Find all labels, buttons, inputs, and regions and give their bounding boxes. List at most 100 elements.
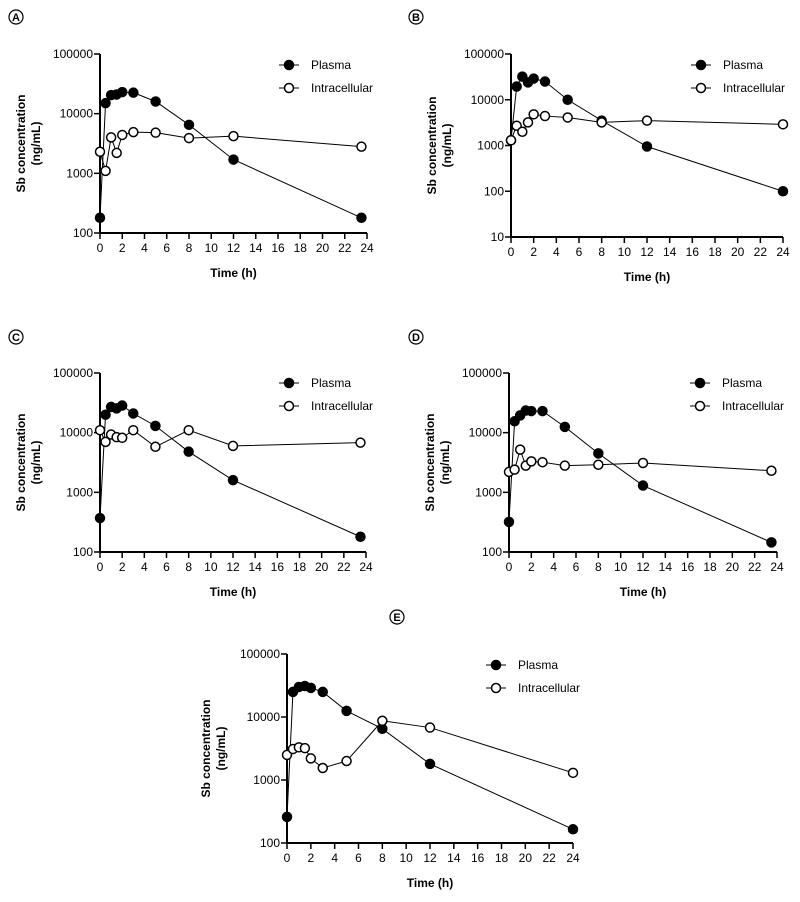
data-point-intracellular — [227, 440, 239, 452]
data-point-intracellular — [100, 436, 111, 448]
data-point-plasma — [100, 409, 111, 420]
data-point-intracellular — [562, 112, 573, 123]
data-point-plasma — [356, 212, 367, 224]
y-axis-title-unit: (ng/mL) — [438, 441, 452, 485]
x-tick-label: 18 — [495, 851, 509, 865]
y-tick-label: 10 — [491, 230, 505, 244]
x-tick-label: 16 — [271, 560, 285, 574]
data-point-intracellular — [522, 117, 534, 128]
y-axis-title: Sb concentration — [14, 413, 28, 511]
data-point-intracellular — [341, 755, 352, 767]
data-point-intracellular — [317, 762, 328, 774]
y-tick-label: 10000 — [469, 426, 503, 440]
data-point-plasma — [227, 474, 239, 486]
y-axis-title-unit: (ng/mL) — [29, 441, 43, 485]
data-point-intracellular — [94, 424, 106, 436]
data-point-plasma — [228, 154, 239, 165]
data-point-intracellular — [766, 465, 777, 477]
legend-label-plasma: Plasma — [311, 376, 351, 390]
x-tick-label: 24 — [776, 245, 790, 259]
x-tick-label: 18 — [708, 245, 722, 259]
x-tick-label: 20 — [519, 851, 533, 865]
data-point-intracellular — [305, 753, 317, 764]
data-point-plasma — [355, 531, 366, 543]
x-tick-label: 6 — [576, 245, 583, 259]
data-point-plasma — [511, 81, 522, 92]
x-tick-label: 20 — [316, 241, 330, 255]
x-axis-title: Time (h) — [624, 270, 670, 284]
data-point-intracellular — [356, 141, 367, 152]
data-point-intracellular — [514, 444, 526, 455]
x-axis-title: Time (h) — [210, 266, 256, 280]
y-tick-label: 100 — [260, 836, 280, 850]
data-point-intracellular — [228, 130, 239, 142]
y-tick-label: 100 — [73, 226, 93, 240]
y-axis-title: Sb concentration — [423, 413, 437, 511]
x-tick-label: 2 — [119, 560, 126, 574]
y-axis-title: Sb concentration — [425, 96, 439, 194]
data-point-plasma — [116, 400, 128, 411]
x-tick-label: 20 — [731, 245, 745, 259]
data-point-plasma — [150, 420, 161, 432]
data-point-intracellular — [183, 424, 194, 436]
data-point-intracellular — [94, 146, 106, 158]
legend-label-intracellular: Intracellular — [518, 681, 580, 695]
x-tick-label: 2 — [530, 245, 537, 259]
legend-label-intracellular: Intracellular — [722, 399, 784, 413]
x-tick-label: 22 — [542, 851, 556, 865]
x-tick-label: 12 — [636, 560, 650, 574]
y-tick-label: 1000 — [66, 485, 93, 499]
x-tick-label: 6 — [163, 241, 170, 255]
y-axis-title-unit: (ng/mL) — [214, 727, 228, 771]
data-point-plasma — [637, 480, 649, 491]
x-tick-label: 24 — [770, 560, 784, 574]
x-tick-label: 6 — [163, 560, 170, 574]
panel-label: B — [412, 12, 420, 24]
y-tick-label: 1000 — [66, 166, 93, 180]
y-tick-label: 100000 — [53, 366, 93, 380]
series-line-plasma — [508, 410, 772, 543]
data-point-plasma — [641, 141, 653, 152]
data-point-intracellular — [150, 441, 161, 453]
data-point-intracellular — [424, 722, 436, 733]
data-point-plasma — [526, 405, 537, 417]
data-point-intracellular — [528, 109, 539, 120]
data-point-intracellular — [526, 456, 537, 467]
x-tick-label: 24 — [566, 851, 580, 865]
y-tick-label: 10000 — [60, 107, 94, 121]
legend-label-plasma: Plasma — [518, 658, 558, 672]
x-axis-title: Time (h) — [210, 585, 256, 599]
data-point-plasma — [317, 686, 328, 698]
data-point-plasma — [559, 421, 571, 433]
series-line-intracellular — [99, 131, 362, 172]
data-point-intracellular — [596, 117, 607, 128]
legend-label-plasma: Plasma — [723, 58, 763, 72]
data-point-intracellular — [150, 127, 161, 138]
x-tick-label: 8 — [595, 560, 602, 574]
series-line-plasma — [99, 404, 361, 538]
data-point-intracellular — [355, 437, 366, 448]
y-axis-title: Sb concentration — [199, 699, 213, 797]
x-tick-label: 18 — [294, 241, 308, 255]
data-point-intracellular — [641, 115, 653, 126]
data-point-intracellular — [505, 135, 517, 146]
data-point-intracellular — [777, 119, 789, 130]
x-tick-label: 8 — [379, 851, 386, 865]
x-tick-label: 6 — [573, 560, 580, 574]
data-point-intracellular — [517, 126, 528, 137]
x-axis-title: Time (h) — [620, 585, 666, 599]
x-tick-label: 18 — [703, 560, 717, 574]
legend-label-plasma: Plasma — [722, 376, 762, 390]
x-tick-label: 0 — [97, 241, 104, 255]
legend-label-plasma: Plasma — [311, 58, 351, 72]
x-tick-label: 0 — [284, 851, 291, 865]
x-tick-label: 22 — [754, 245, 768, 259]
panel-label: A — [12, 12, 20, 24]
x-tick-label: 10 — [204, 560, 218, 574]
x-tick-label: 10 — [399, 851, 413, 865]
x-tick-label: 2 — [119, 241, 126, 255]
